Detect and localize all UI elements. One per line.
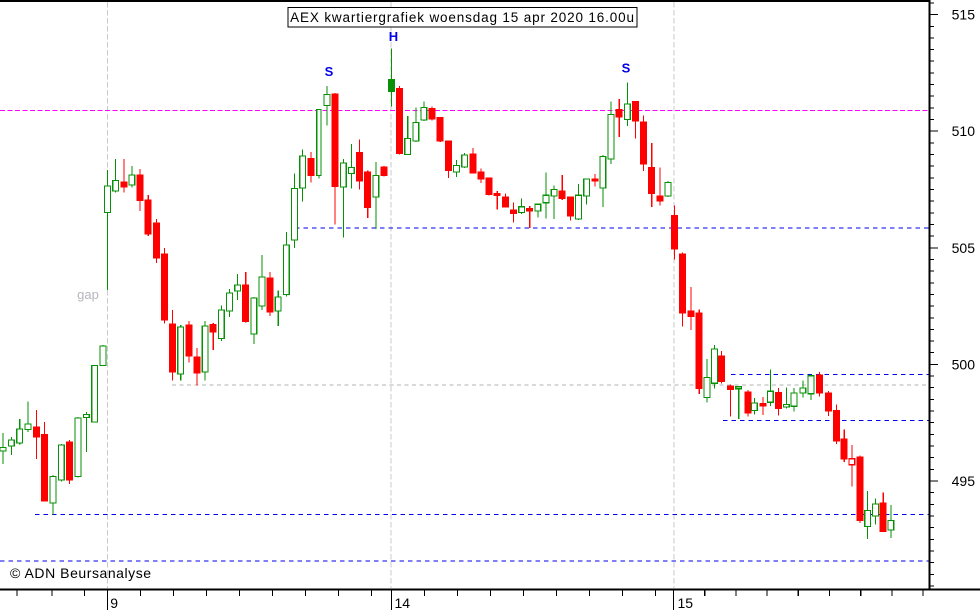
svg-text:515: 515 <box>952 7 976 23</box>
svg-text:495: 495 <box>952 473 976 489</box>
svg-text:AEX kwartiergrafiek woensdag 1: AEX kwartiergrafiek woensdag 15 apr 2020… <box>290 10 635 25</box>
svg-text:9: 9 <box>110 595 118 610</box>
svg-text:14: 14 <box>395 595 411 610</box>
svg-text:505: 505 <box>952 240 976 256</box>
svg-text:S: S <box>325 64 334 79</box>
svg-text:15: 15 <box>678 595 694 610</box>
svg-text:gap: gap <box>77 287 99 302</box>
svg-text:© ADN Beursanalyse: © ADN Beursanalyse <box>10 565 152 581</box>
svg-text:H: H <box>389 29 398 44</box>
svg-text:500: 500 <box>952 356 976 372</box>
svg-text:S: S <box>622 61 631 76</box>
svg-text:510: 510 <box>952 123 976 139</box>
